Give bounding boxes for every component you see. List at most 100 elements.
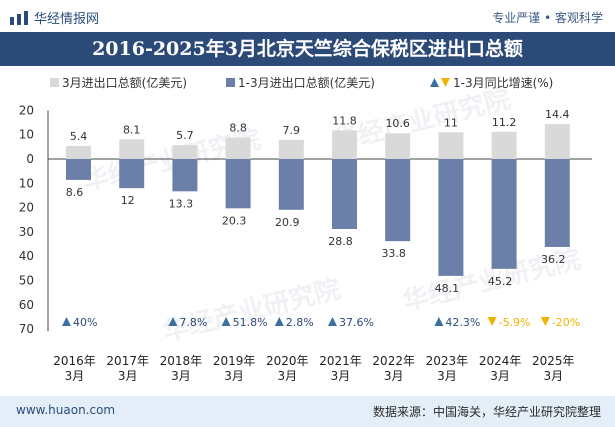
- bar-q1: [66, 159, 91, 180]
- x-tick-label: 2022年: [372, 354, 415, 368]
- x-tick-label: 3月: [490, 369, 510, 383]
- growth-up-icon: [221, 317, 231, 326]
- x-tick-label: 2020年: [266, 354, 309, 368]
- bar-march-label: 10.6: [385, 117, 410, 130]
- bar-q1-label: 8.6: [66, 186, 84, 199]
- bar-march: [172, 145, 198, 159]
- bar-q1: [278, 159, 304, 210]
- x-tick-label: 3月: [277, 369, 297, 383]
- bar-q1-label: 12: [121, 194, 135, 207]
- x-tick-label: 3月: [437, 369, 457, 383]
- bar-q1-label: 20.3: [222, 214, 247, 227]
- legend-label-1: 3月进出口总额(亿美元): [62, 75, 187, 90]
- bar-q1-label: 33.8: [381, 247, 406, 260]
- y-tick-label: 70: [19, 322, 34, 336]
- bar-q1: [385, 159, 411, 242]
- x-tick-label: 2017年: [106, 354, 149, 368]
- legend-swatch-2: [226, 78, 235, 87]
- growth-up-icon: [62, 317, 71, 326]
- x-tick-label: 2019年: [213, 354, 256, 368]
- growth-up-icon: [328, 317, 337, 326]
- growth-label: 42.3%: [445, 316, 480, 329]
- y-tick-label: 40: [19, 249, 34, 263]
- x-tick-label: 3月: [171, 369, 191, 383]
- x-tick-label: 2016年: [53, 354, 96, 368]
- top-bar: 华经情报网 专业严谨 • 客观科学: [0, 0, 615, 32]
- bar-q1-label: 36.2: [541, 253, 566, 266]
- bar-q1: [172, 159, 198, 192]
- y-tick-label: 10: [19, 128, 34, 142]
- bar-march: [385, 133, 411, 159]
- legend-marker-down-icon: [441, 78, 450, 87]
- x-tick-label: 3月: [384, 369, 404, 383]
- bar-march-label: 5.7: [176, 129, 194, 142]
- tagline: 专业严谨 • 客观科学: [492, 11, 603, 25]
- bar-march-label: 11.8: [332, 114, 357, 127]
- legend-label-2: 1-3月进出口总额(亿美元): [238, 75, 375, 90]
- y-tick-label: 20: [19, 201, 34, 215]
- bar-q1-label: 45.2: [488, 275, 513, 288]
- growth-down-icon: [487, 317, 497, 326]
- brand: 华经情报网: [10, 8, 99, 27]
- growth-label: -5.9%: [499, 316, 531, 329]
- growth-label: 37.6%: [339, 316, 374, 329]
- data-source: 数据来源：中国海关，华经产业研究院整理: [372, 405, 601, 419]
- growth-up-icon: [274, 317, 284, 326]
- bar-march-label: 7.9: [283, 124, 301, 137]
- growth-down-icon: [540, 317, 550, 326]
- bar-q1-label: 28.8: [328, 235, 353, 248]
- bar-march-label: 8.1: [123, 123, 141, 136]
- x-tick-label: 3月: [331, 369, 351, 383]
- growth-label: 7.8%: [179, 316, 207, 329]
- x-tick-label: 2021年: [319, 354, 362, 368]
- bar-march: [491, 131, 517, 159]
- bar-q1: [332, 159, 357, 229]
- chart-title: 2016-2025年3月北京天竺综合保税区进出口总额: [0, 32, 615, 66]
- y-tick-label: 30: [19, 225, 34, 239]
- site-url: www.huaon.com: [16, 403, 116, 417]
- growth-up-icon: [168, 317, 178, 326]
- bar-march: [332, 130, 357, 159]
- legend-label-3: 1-3月同比增速(%): [453, 76, 553, 90]
- bar-march: [66, 145, 91, 159]
- growth-label: 40%: [73, 316, 97, 329]
- bar-march: [438, 132, 464, 159]
- brand-logo-icon: [10, 10, 28, 25]
- x-tick-label: 2023年: [426, 354, 469, 368]
- bar-march: [119, 139, 145, 159]
- bar-q1-label: 20.9: [275, 216, 300, 229]
- brand-name: 华经情报网: [34, 12, 100, 27]
- growth-label: 2.8%: [286, 316, 314, 329]
- bar-march-label: 11: [444, 116, 458, 129]
- bar-march-label: 14.4: [545, 108, 570, 121]
- y-tick-label: 50: [19, 274, 34, 288]
- bar-q1-label: 48.1: [435, 282, 460, 295]
- growth-label: -20%: [552, 316, 580, 329]
- y-tick-label: 20: [19, 103, 34, 117]
- bar-march: [544, 124, 570, 159]
- x-tick-label: 2025年: [532, 354, 575, 368]
- bar-march-label: 5.4: [70, 130, 88, 143]
- growth-label: 51.8%: [233, 316, 268, 329]
- growth-up-icon: [434, 317, 444, 326]
- bar-q1: [225, 159, 251, 209]
- x-tick-label: 2018年: [160, 354, 203, 368]
- bar-march-label: 8.8: [229, 122, 247, 135]
- bar-q1-label: 13.3: [169, 197, 194, 210]
- y-tick-label: 60: [19, 298, 34, 312]
- bar-q1: [119, 159, 145, 189]
- x-tick-label: 3月: [118, 369, 138, 383]
- y-tick-label: 10: [19, 176, 34, 190]
- bar-march: [278, 139, 304, 159]
- bar-march-label: 11.2: [492, 116, 517, 129]
- footer-bar: www.huaon.com 数据来源：中国海关，华经产业研究院整理: [0, 396, 615, 427]
- bar-march: [225, 137, 251, 159]
- bar-q1: [544, 159, 570, 247]
- y-tick-label: 0: [26, 152, 34, 166]
- x-tick-label: 3月: [543, 369, 563, 383]
- bar-q1: [491, 159, 517, 269]
- legend-swatch-1: [50, 78, 59, 87]
- x-tick-label: 2024年: [479, 354, 522, 368]
- x-tick-label: 3月: [224, 369, 244, 383]
